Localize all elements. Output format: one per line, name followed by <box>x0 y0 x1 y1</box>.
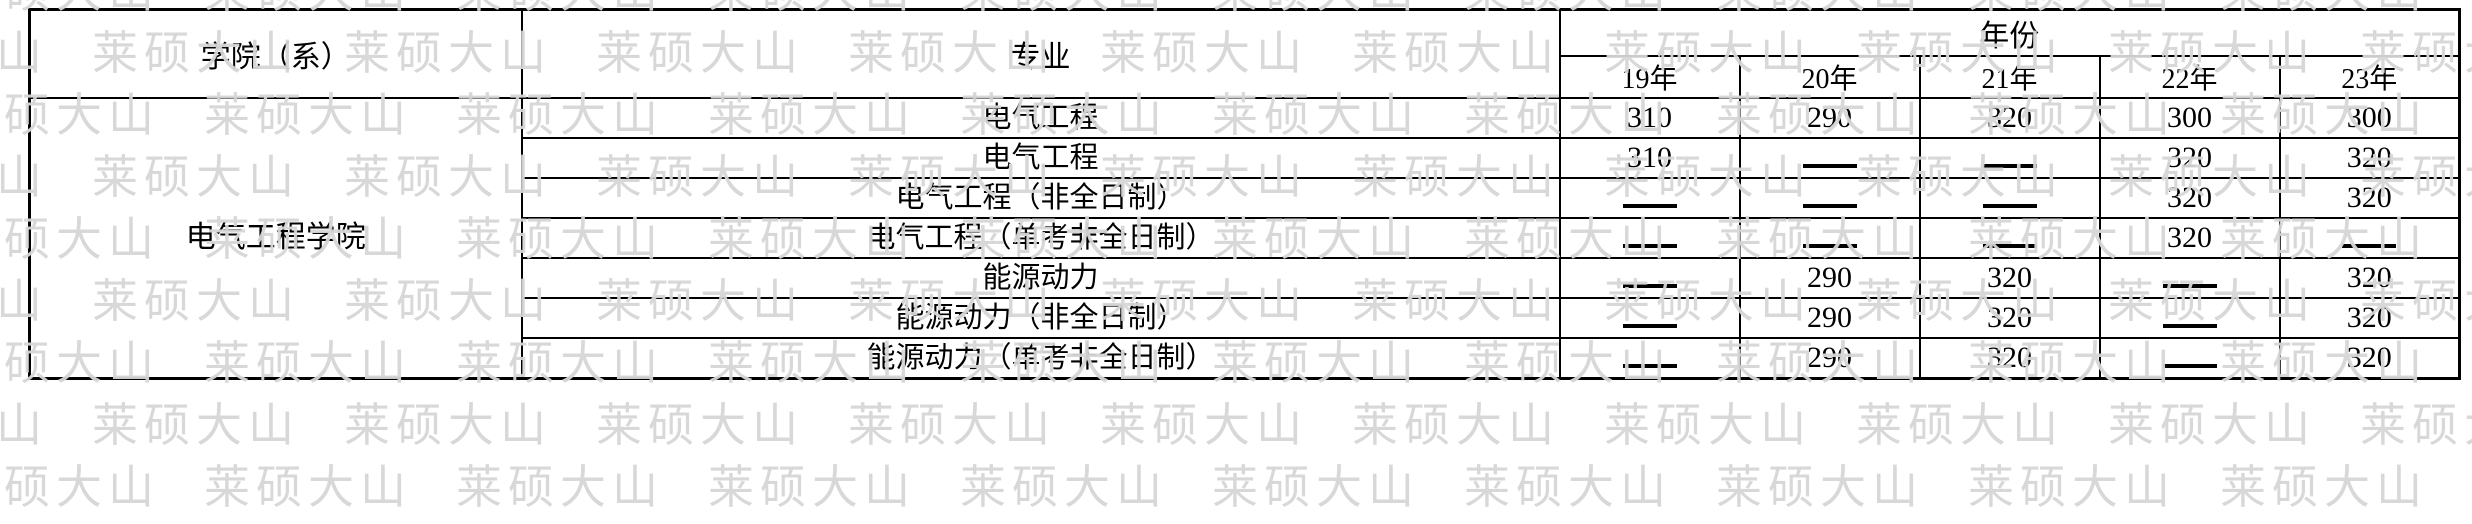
table-row: 电气工程学院 电气工程 310 290 320 300 300 <box>28 97 2461 380</box>
table-row: 电气工程 310 320 320 <box>30 137 2461 179</box>
major-cell: 能源动力（非全日制） <box>520 297 1561 339</box>
score-cell: 300 <box>2098 97 2281 139</box>
score-cell: 310 <box>1558 137 1741 179</box>
score-cell <box>2098 257 2281 299</box>
no-data-dash <box>1622 312 1677 329</box>
score-cell <box>1558 257 1741 299</box>
score-cell <box>1558 337 1741 380</box>
major-cell: 能源动力（单考非全日制） <box>520 337 1561 380</box>
score-cell: 320 <box>1918 257 2101 299</box>
table-head: 学院（系） 专业 年份 19年 20年 21年 22年 23年 <box>28 8 2461 99</box>
score-cell <box>1558 177 1741 219</box>
table-row: 电气工程（非全日制） 320 320 <box>30 177 2461 219</box>
score-cell <box>1738 177 1921 219</box>
header-college: 学院（系） <box>28 8 523 99</box>
header-row-main: 学院（系） 专业 年份 <box>28 8 2461 99</box>
score-cell <box>1918 137 2101 179</box>
no-data-dash <box>1982 232 2037 249</box>
table-body: 电气工程学院 电气工程 310 290 320 300 300 电气工程 310 320 320 电气… <box>28 97 2461 380</box>
score-cell <box>1918 217 2101 259</box>
major-cell: 电气工程（非全日制） <box>520 177 1561 219</box>
header-year-22: 22年 <box>2098 55 2281 99</box>
score-cell <box>1918 177 2101 219</box>
score-cell: 290 <box>1738 297 1921 339</box>
no-data-dash <box>1802 152 1857 169</box>
score-cell: 320 <box>2278 297 2461 339</box>
table-row: 能源动力（单考非全日制） 290 320 320 <box>30 337 2461 380</box>
score-cell: 290 <box>1738 337 1921 380</box>
score-cell: 320 <box>2278 337 2461 380</box>
score-cell <box>2098 337 2281 380</box>
header-year-21: 21年 <box>1918 55 2101 99</box>
score-cell: 320 <box>1918 97 2101 139</box>
score-cell: 320 <box>1918 337 2101 380</box>
no-data-dash <box>1622 352 1677 369</box>
score-table-container: 学院（系） 专业 年份 19年 20年 21年 22年 23年 电气工程学院 电气… <box>28 8 2461 380</box>
no-data-dash <box>2162 272 2217 289</box>
score-cell: 310 <box>1558 97 1741 139</box>
header-year-19: 19年 <box>1558 55 1741 99</box>
major-cell: 电气工程（单考非全日制） <box>520 217 1561 259</box>
no-data-dash <box>1982 192 2037 209</box>
score-cell <box>1558 297 1741 339</box>
score-cell: 320 <box>2278 257 2461 299</box>
major-cell: 电气工程 <box>520 137 1561 179</box>
no-data-dash <box>1982 152 2037 169</box>
no-data-dash <box>2162 312 2217 329</box>
score-cell: 320 <box>2278 177 2461 219</box>
score-cell <box>2278 217 2461 259</box>
no-data-dash <box>1802 192 1857 209</box>
score-cell <box>1738 217 1921 259</box>
no-data-dash <box>1622 192 1677 209</box>
score-cell: 320 <box>2098 137 2281 179</box>
score-cell: 300 <box>2278 97 2461 139</box>
major-cell: 能源动力 <box>520 257 1561 299</box>
table-row: 能源动力（非全日制） 290 320 320 <box>30 297 2461 339</box>
header-year-23: 23年 <box>2278 55 2461 99</box>
watermark-line: 莱硕大山莱硕大山莱硕大山莱硕大山莱硕大山莱硕大山莱硕大山莱硕大山莱硕大山莱硕大山… <box>0 399 2472 451</box>
score-cell <box>2098 297 2281 339</box>
table-row: 电气工程（单考非全日制） 320 <box>30 217 2461 259</box>
no-data-dash <box>1802 232 1857 249</box>
header-row-years: 19年 20年 21年 22年 23年 <box>30 55 2461 99</box>
table-row: 能源动力 290 320 320 <box>30 257 2461 299</box>
score-cell <box>1738 137 1921 179</box>
admission-score-table: 学院（系） 专业 年份 19年 20年 21年 22年 23年 电气工程学院 电气… <box>28 8 2461 380</box>
header-year-group: 年份 <box>1558 8 2461 57</box>
score-cell: 320 <box>2098 217 2281 259</box>
no-data-dash <box>2162 352 2217 369</box>
no-data-dash <box>2342 232 2397 249</box>
score-cell: 290 <box>1738 97 1921 139</box>
watermark-line: 莱硕大山莱硕大山莱硕大山莱硕大山莱硕大山莱硕大山莱硕大山莱硕大山莱硕大山莱硕大山… <box>0 461 2428 513</box>
score-cell: 320 <box>2098 177 2281 219</box>
score-cell: 290 <box>1738 257 1921 299</box>
header-major: 专业 <box>520 8 1561 99</box>
no-data-dash <box>1622 232 1677 249</box>
watermark-line: 莱硕大山莱硕大山莱硕大山莱硕大山莱硕大山莱硕大山莱硕大山莱硕大山莱硕大山莱硕大山… <box>0 518 2472 524</box>
no-data-dash <box>1622 272 1677 289</box>
college-cell: 电气工程学院 <box>28 97 523 380</box>
score-cell <box>1558 217 1741 259</box>
header-year-20: 20年 <box>1738 55 1921 99</box>
major-cell: 电气工程 <box>520 97 1561 139</box>
score-cell: 320 <box>2278 137 2461 179</box>
score-cell: 320 <box>1918 297 2101 339</box>
